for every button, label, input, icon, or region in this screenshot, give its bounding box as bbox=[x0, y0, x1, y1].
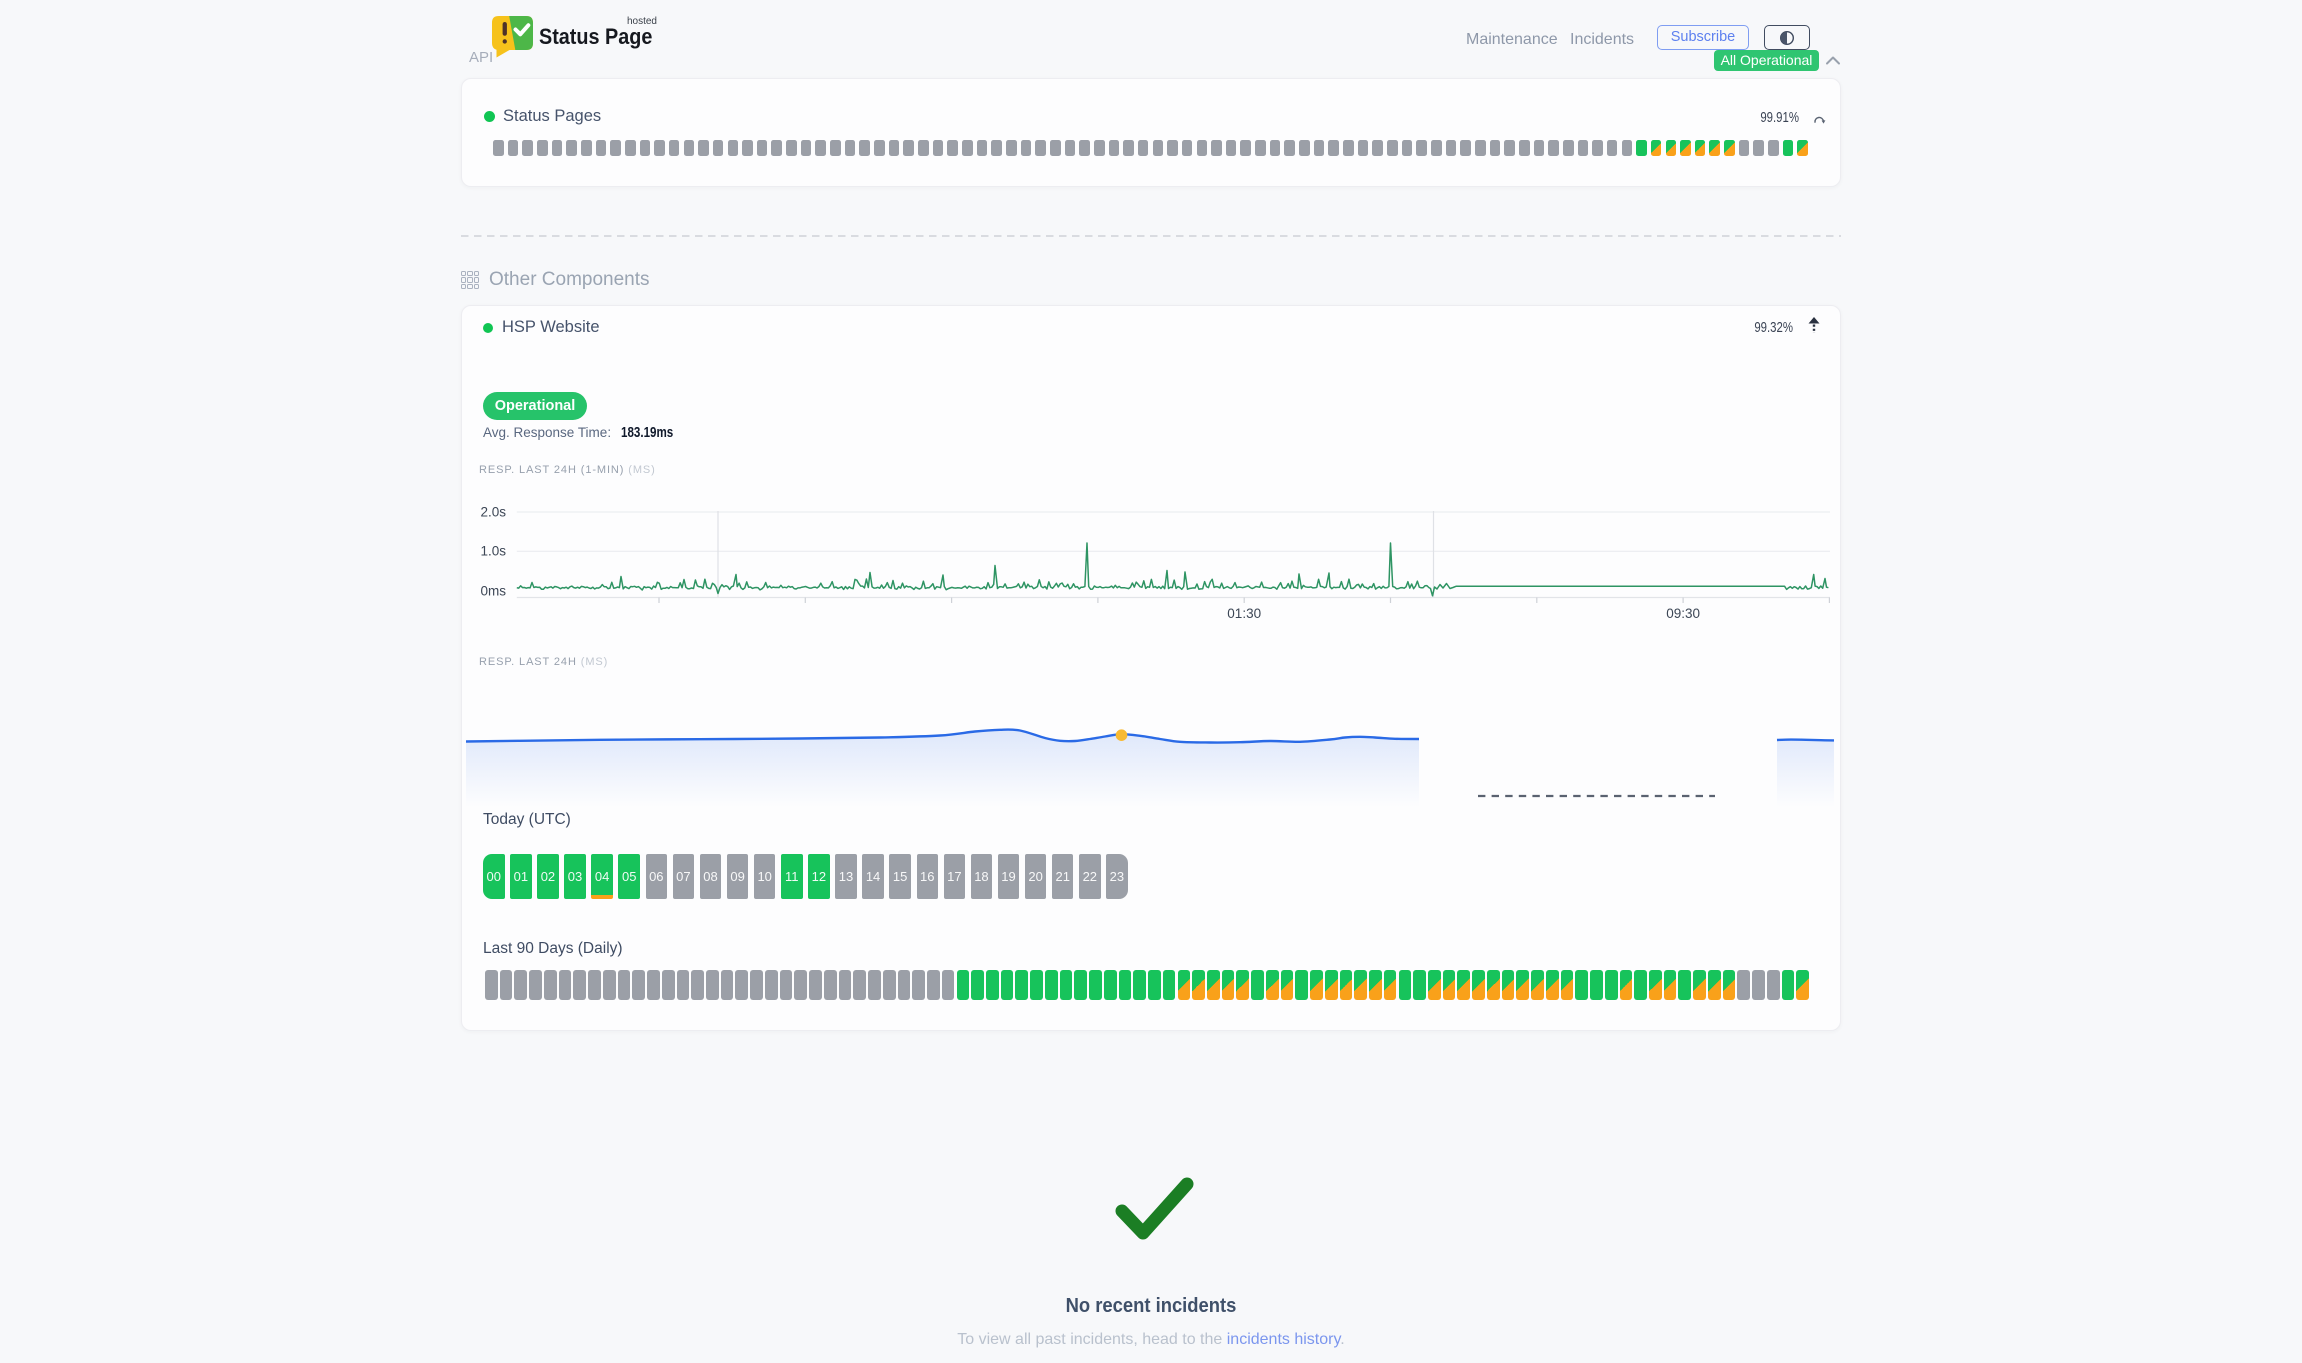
svg-text:2.0s: 2.0s bbox=[480, 505, 506, 520]
svg-text:01:30: 01:30 bbox=[1227, 606, 1261, 621]
svg-text:0ms: 0ms bbox=[480, 584, 506, 599]
svg-text:1.0s: 1.0s bbox=[480, 544, 506, 559]
svg-text:09:30: 09:30 bbox=[1666, 606, 1700, 621]
